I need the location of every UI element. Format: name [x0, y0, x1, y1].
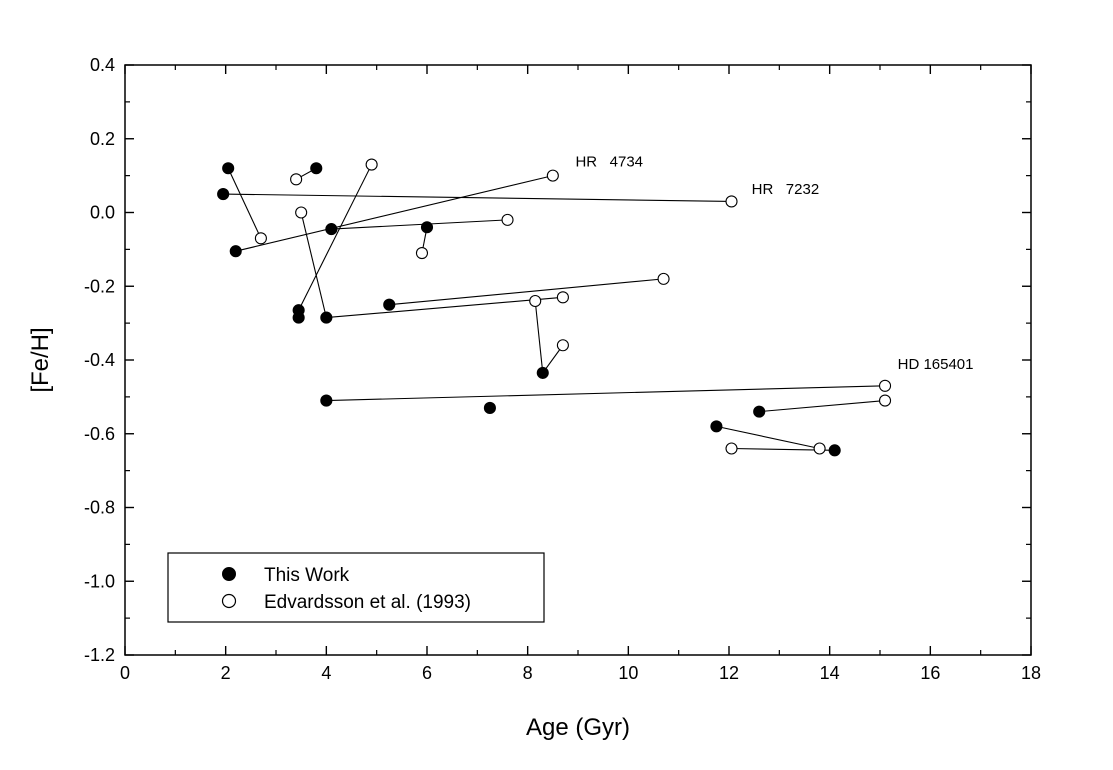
y-tick-label: 0.4 — [90, 55, 115, 75]
y-tick-label: -0.4 — [84, 350, 115, 370]
y-tick-label: -0.8 — [84, 498, 115, 518]
point-this-work — [292, 311, 305, 324]
annotation-label: HR 7232 — [752, 181, 820, 198]
point-edvardsson — [295, 206, 308, 219]
x-tick-label: 18 — [1021, 663, 1041, 683]
point-this-work — [483, 401, 496, 414]
connection-line — [389, 278, 664, 306]
tick-labels: 0 2 4 6 8 10 12 14 16 18 0.4 0.2 0.0 -0.2 -0.4 -0.6 -0.8… — [84, 55, 1041, 683]
x-tick-label: 12 — [719, 663, 739, 683]
point-this-work — [320, 311, 333, 324]
point-this-work — [828, 444, 841, 457]
x-tick-label: 14 — [820, 663, 840, 683]
y-tick-label: -1.2 — [84, 645, 115, 665]
x-tick-label: 4 — [321, 663, 331, 683]
connection-line — [326, 296, 563, 319]
point-edvardsson — [813, 442, 826, 455]
point-edvardsson — [546, 169, 559, 182]
x-tick-label: 16 — [920, 663, 940, 683]
point-edvardsson — [725, 442, 738, 455]
legend-marker-this-work — [222, 567, 236, 581]
x-tick-label: 2 — [221, 663, 231, 683]
point-edvardsson — [657, 272, 670, 285]
connection-line — [326, 385, 886, 402]
axis-ticks — [124, 64, 1032, 656]
y-tick-label: 0.2 — [90, 129, 115, 149]
data-points — [217, 158, 892, 457]
point-edvardsson — [501, 213, 514, 226]
point-this-work — [222, 162, 235, 175]
x-tick-label: 10 — [618, 663, 638, 683]
annotation-label: HD 165401 — [898, 356, 974, 373]
annotations: HR 4734 HR 7232 HD 165401 — [575, 153, 973, 373]
legend-marker-edvardsson — [221, 593, 237, 609]
legend-label-edvardsson: Edvardsson et al. (1993) — [264, 592, 471, 613]
point-edvardsson — [878, 379, 892, 392]
point-this-work — [217, 188, 230, 201]
point-this-work — [710, 420, 723, 433]
point-this-work — [325, 223, 338, 236]
point-this-work — [310, 162, 323, 175]
x-tick-label: 8 — [523, 663, 533, 683]
y-tick-label: 0.0 — [90, 203, 115, 223]
point-edvardsson — [529, 294, 542, 308]
connection-line — [298, 164, 373, 311]
point-this-work — [420, 221, 434, 234]
point-edvardsson — [878, 394, 892, 407]
connection-lines — [223, 164, 886, 451]
point-edvardsson — [254, 232, 267, 245]
x-axis-title: Age (Gyr) — [526, 714, 630, 741]
annotation-label: HR 4734 — [575, 153, 643, 170]
y-tick-label: -0.6 — [84, 424, 115, 444]
connection-line — [534, 300, 544, 373]
connection-line — [716, 425, 820, 450]
legend: This Work Edvardsson et al. (1993) — [167, 552, 545, 623]
connection-line — [300, 212, 327, 318]
point-edvardsson — [725, 195, 738, 208]
connection-line — [331, 219, 508, 230]
point-edvardsson — [556, 291, 569, 304]
y-tick-label: -1.0 — [84, 571, 115, 591]
point-this-work — [320, 394, 333, 407]
connection-line — [223, 193, 732, 202]
point-this-work — [383, 298, 396, 311]
x-tick-label: 6 — [422, 663, 432, 683]
point-edvardsson — [415, 247, 429, 260]
point-this-work — [536, 366, 549, 379]
y-tick-label: -0.2 — [84, 276, 115, 296]
point-edvardsson — [556, 339, 569, 352]
legend-box — [167, 552, 545, 623]
y-axis-title: [Fe/H] — [27, 327, 54, 392]
point-edvardsson — [365, 158, 378, 171]
connection-line — [235, 175, 553, 252]
x-tick-label: 0 — [120, 663, 130, 683]
point-this-work — [229, 245, 242, 258]
connection-line — [227, 168, 262, 239]
connection-line — [759, 400, 886, 413]
point-this-work — [753, 405, 766, 418]
legend-label-this-work: This Work — [264, 565, 350, 586]
point-edvardsson — [290, 173, 303, 186]
